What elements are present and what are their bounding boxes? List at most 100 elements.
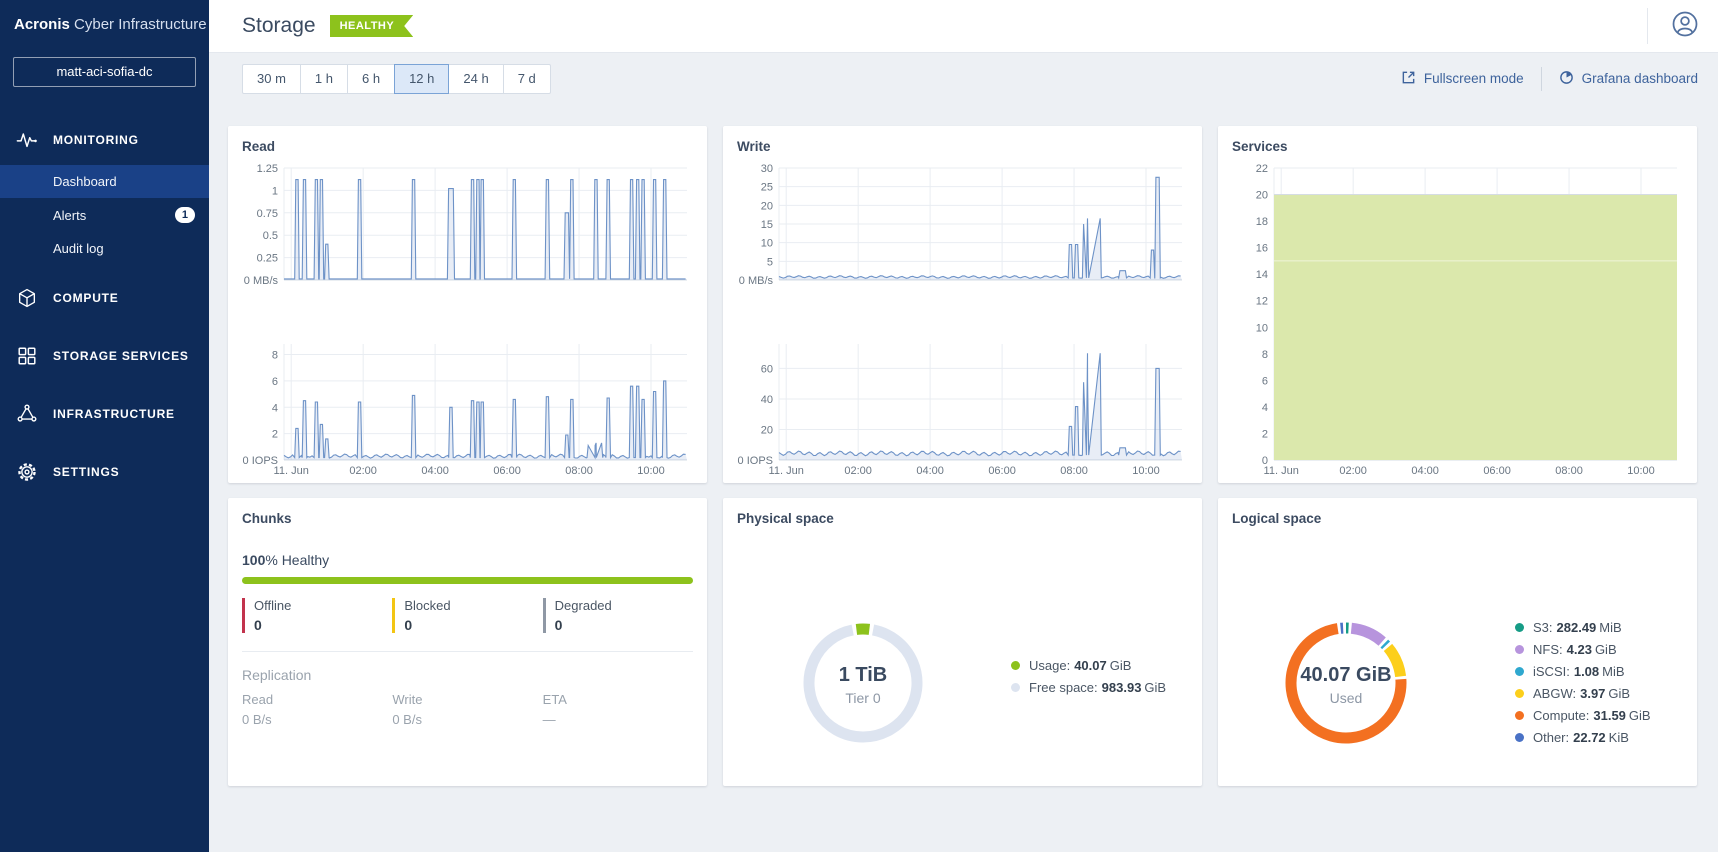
sidebar-item-label: COMPUTE <box>53 291 119 305</box>
fullscreen-mode-button[interactable]: Fullscreen mode <box>1401 70 1524 88</box>
svg-text:60: 60 <box>761 363 773 375</box>
time-range-12h[interactable]: 12 h <box>394 63 450 94</box>
svg-text:02:00: 02:00 <box>1339 465 1367 476</box>
infrastructure-icon <box>16 403 38 425</box>
time-range-24h[interactable]: 24 h <box>448 63 504 94</box>
sidebar-item-storage-services[interactable]: STORAGE SERVICES <box>0 331 209 381</box>
replication-label: Read <box>242 692 274 707</box>
svg-text:6: 6 <box>1262 375 1268 387</box>
legend-color-dot <box>1515 623 1524 632</box>
replication-read: Read 0 B/s <box>242 692 392 727</box>
legend-unit: GiB <box>1144 680 1167 695</box>
svg-text:12: 12 <box>1256 296 1268 308</box>
stat-value: 0 <box>404 617 413 633</box>
replication-label: Write <box>392 692 423 707</box>
settings-icon <box>16 461 38 483</box>
sidebar-item-settings[interactable]: SETTINGS <box>0 447 209 497</box>
svg-text:11. Jun: 11. Jun <box>1264 465 1299 476</box>
svg-text:8: 8 <box>1262 349 1268 361</box>
svg-text:0.5: 0.5 <box>263 230 278 242</box>
page-header: Storage HEALTHY <box>209 0 1718 53</box>
svg-text:11. Jun: 11. Jun <box>274 465 309 476</box>
time-range-1h[interactable]: 1 h <box>299 63 348 94</box>
replication-label: ETA <box>542 692 567 707</box>
brand-light: Cyber Infrastructure <box>74 16 207 33</box>
chunks-stat-blocked: Blocked 0 <box>392 598 542 633</box>
svg-text:1: 1 <box>272 185 278 197</box>
stat-value: 0 <box>254 617 262 633</box>
legend-label: Compute: <box>1533 708 1590 723</box>
chunks-card: Chunks 100% Healthy Offline 0 Blocked 0 Degr… <box>228 498 707 786</box>
legend-value: 31.59 <box>1593 708 1626 723</box>
time-range-7d[interactable]: 7 d <box>502 63 551 94</box>
svg-text:0 IOPS: 0 IOPS <box>738 455 773 467</box>
legend-color-dot <box>1515 645 1524 654</box>
svg-text:25: 25 <box>761 182 773 194</box>
stat-label: Degraded <box>554 598 612 613</box>
replication-value: 0 B/s <box>242 712 272 727</box>
chunks-healthy-text: 100% Healthy <box>242 552 330 568</box>
svg-text:16: 16 <box>1256 243 1268 255</box>
legend-label: Usage: <box>1029 658 1071 673</box>
svg-text:40: 40 <box>761 394 773 406</box>
sidebar-item-dashboard[interactable]: Dashboard <box>0 165 209 198</box>
legend-label: NFS: <box>1533 642 1563 657</box>
monitoring-icon <box>16 129 38 151</box>
svg-text:0.75: 0.75 <box>257 208 278 220</box>
sidebar-subitem-label: Dashboard <box>53 174 117 189</box>
sidebar: Acronis Cyber Infrastructure matt-aci-so… <box>0 0 209 852</box>
time-range-30m[interactable]: 30 m <box>242 63 301 94</box>
svg-text:4: 4 <box>1262 402 1268 414</box>
legend-label: ABGW: <box>1533 686 1577 701</box>
svg-text:10:00: 10:00 <box>1627 465 1655 476</box>
time-range-6h[interactable]: 6 h <box>346 63 396 94</box>
logical-legend-iscsi: iSCSI: 1.08 MiB <box>1515 664 1651 679</box>
svg-text:22: 22 <box>1256 163 1268 175</box>
svg-text:10: 10 <box>761 238 773 250</box>
alerts-count-badge: 1 <box>174 207 195 223</box>
physical-legend-free-space: Free space: 983.93 GiB <box>1011 680 1166 695</box>
legend-value: 983.93 <box>1101 680 1142 695</box>
stat-value: 0 <box>554 617 563 633</box>
sidebar-item-monitoring[interactable]: MONITORING <box>0 115 209 165</box>
logical-legend-nfs: NFS: 4.23 GiB <box>1515 642 1651 657</box>
sidebar-item-audit-log[interactable]: Audit log <box>0 232 209 265</box>
legend-value: 3.97 <box>1580 686 1606 701</box>
svg-text:18: 18 <box>1256 216 1268 228</box>
svg-text:04:00: 04:00 <box>421 465 449 476</box>
sidebar-item-infrastructure[interactable]: INFRASTRUCTURE <box>0 389 209 439</box>
replication-value: 0 B/s <box>392 712 422 727</box>
chunks-stats-row: Offline 0 Blocked 0 Degraded 0 <box>242 598 693 633</box>
chunks-title: Chunks <box>242 511 292 526</box>
svg-text:20: 20 <box>761 424 773 436</box>
svg-text:4: 4 <box>272 402 278 414</box>
legend-value: 40.07 <box>1074 658 1107 673</box>
fullscreen-label: Fullscreen mode <box>1423 71 1524 86</box>
logical-legend-other: Other: 22.72 KiB <box>1515 730 1651 745</box>
replication-write: Write 0 B/s <box>392 692 542 727</box>
write-chart-title: Write <box>737 139 771 154</box>
legend-unit: GiB <box>1608 686 1631 701</box>
svg-text:8: 8 <box>272 350 278 362</box>
svg-text:08:00: 08:00 <box>1060 465 1088 476</box>
sidebar-item-alerts[interactable]: Alerts 1 <box>0 198 209 232</box>
svg-text:06:00: 06:00 <box>988 465 1016 476</box>
read-chart-title: Read <box>242 139 276 154</box>
user-account-button[interactable] <box>1670 9 1700 44</box>
replication-eta: ETA — <box>543 692 693 727</box>
sidebar-item-label: SETTINGS <box>53 465 120 479</box>
stat-label: Blocked <box>404 598 451 613</box>
cluster-selector[interactable]: matt-aci-sofia-dc <box>13 57 196 87</box>
physical-space-donut: 1 TiB Tier 0 <box>803 623 923 743</box>
chunks-stat-degraded: Degraded 0 <box>542 598 693 633</box>
sidebar-item-compute[interactable]: COMPUTE <box>0 273 209 323</box>
logical-space-title: Logical space <box>1232 511 1322 526</box>
grafana-dashboard-button[interactable]: Grafana dashboard <box>1559 70 1698 88</box>
sidebar-item-label: MONITORING <box>53 133 139 147</box>
svg-text:0 MB/s: 0 MB/s <box>244 275 279 287</box>
logical-space-donut: 40.07 GiB Used <box>1285 622 1407 744</box>
svg-text:04:00: 04:00 <box>916 465 944 476</box>
logical-legend-compute: Compute: 31.59 GiB <box>1515 708 1651 723</box>
